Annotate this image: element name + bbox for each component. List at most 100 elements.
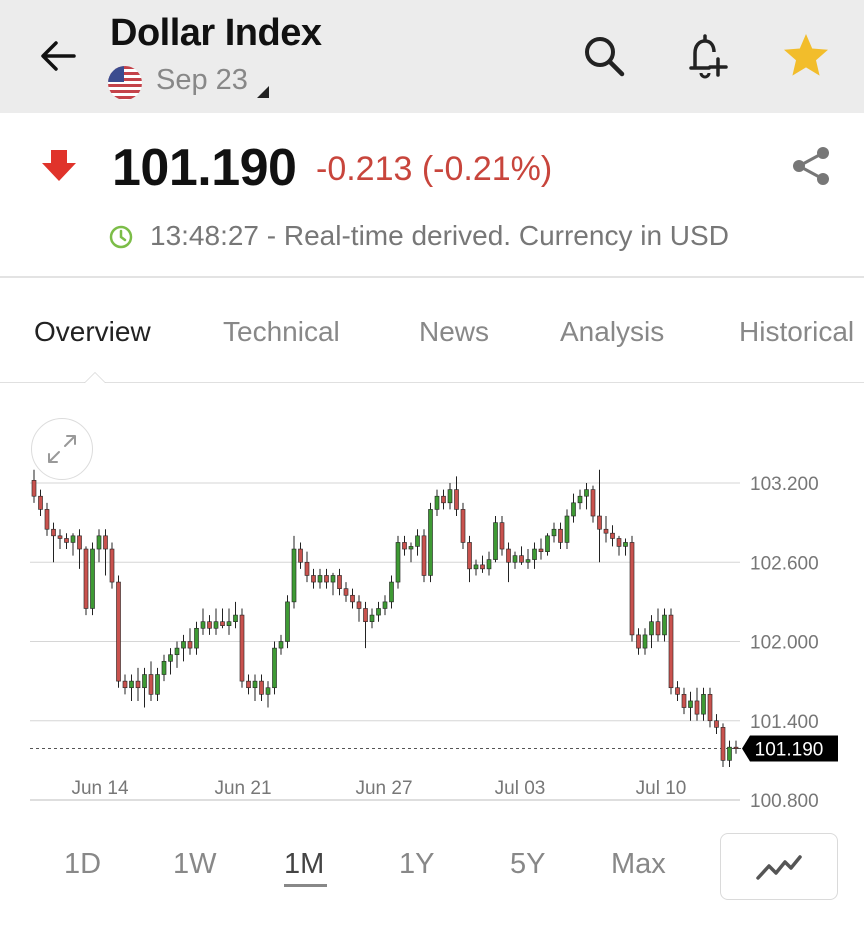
candle [200,621,206,629]
page-title: Dollar Index [110,12,322,54]
clock-icon [108,224,134,255]
candle [298,548,303,563]
tab-technical[interactable]: Technical [223,316,340,347]
chart-type-button[interactable] [720,833,838,900]
candle [558,528,563,543]
candle [629,542,635,636]
candle [317,575,323,583]
candle [603,528,609,534]
candle [532,548,537,560]
candle [116,581,121,682]
search-button[interactable] [576,28,632,84]
candle [337,575,342,589]
candle [467,542,472,570]
range-1d-button[interactable]: 1D [64,848,102,880]
candle [584,489,589,497]
divider [0,276,864,278]
candle [226,621,232,626]
candle [135,680,141,689]
candle [278,641,284,649]
candle [44,509,50,530]
tab-historical[interactable]: Historical [739,316,855,347]
range-max-button[interactable]: Max [611,848,666,880]
candle [311,575,316,583]
candle [356,601,362,609]
candle [207,621,212,629]
date-selector[interactable]: Sep 23 [156,64,248,96]
range-5y-button[interactable]: 5Y [510,848,546,880]
expand-chart-button[interactable] [31,418,93,480]
candle [259,680,264,695]
favorite-button[interactable] [778,28,834,84]
caret-down-icon [257,86,269,98]
candle [265,687,271,695]
candle [675,687,680,695]
candle [70,535,76,543]
candle [623,542,628,547]
range-1m-button[interactable]: 1M [284,848,325,880]
candle [428,509,433,576]
candle [415,535,420,547]
candle [350,594,355,603]
candle [694,700,700,715]
candle [688,700,693,708]
candle [285,601,290,642]
candle [304,561,310,576]
x-tick-label: Jun 27 [355,778,412,799]
candle [610,532,615,539]
candle [252,680,258,689]
candle [324,575,329,583]
candle [512,555,518,563]
candle [649,621,654,636]
candle [51,528,56,537]
candle [525,559,531,563]
candle [389,581,394,603]
candle [480,564,485,570]
candle [272,647,277,689]
candle [142,674,147,689]
range-1w-button[interactable]: 1W [173,848,217,880]
candle [246,680,251,689]
candle [733,746,739,749]
range-1y-button[interactable]: 1Y [399,848,435,880]
tab-news[interactable]: News [419,316,490,347]
candle [382,601,388,609]
price-chart[interactable]: 103.200 102.600 102.000 101.400 100.800 Jun 1… [0,400,864,820]
candle [506,548,511,563]
current-price-tag [742,735,838,762]
candle [454,489,459,510]
candle [161,661,167,675]
candle [681,694,687,708]
tab-overview[interactable]: Overview [34,316,151,347]
add-alert-button[interactable] [680,28,736,84]
x-tick-label: Jun 14 [71,778,128,799]
candle [441,495,446,504]
candle [187,641,193,649]
candle [181,641,186,649]
candle [38,495,43,510]
candle [727,746,732,761]
candle [155,674,160,695]
candle [486,559,492,570]
candle [460,509,466,543]
candle [109,548,115,583]
active-range-underline [284,884,327,887]
candle [499,522,505,550]
candle [714,720,719,728]
candle [330,575,336,583]
candle [434,495,440,510]
candle [668,614,674,689]
candle [701,694,706,715]
candle [447,489,453,504]
back-button[interactable] [30,28,86,84]
star-icon [784,34,828,76]
tab-analysis[interactable]: Analysis [560,316,665,347]
app-header: Dollar Index Sep 23 [0,0,864,113]
candle [122,680,128,689]
candle [662,614,667,636]
candle [220,621,225,626]
share-button[interactable] [784,138,840,194]
candle [590,489,596,517]
candle [168,654,173,662]
bell-plus-icon [689,34,728,79]
